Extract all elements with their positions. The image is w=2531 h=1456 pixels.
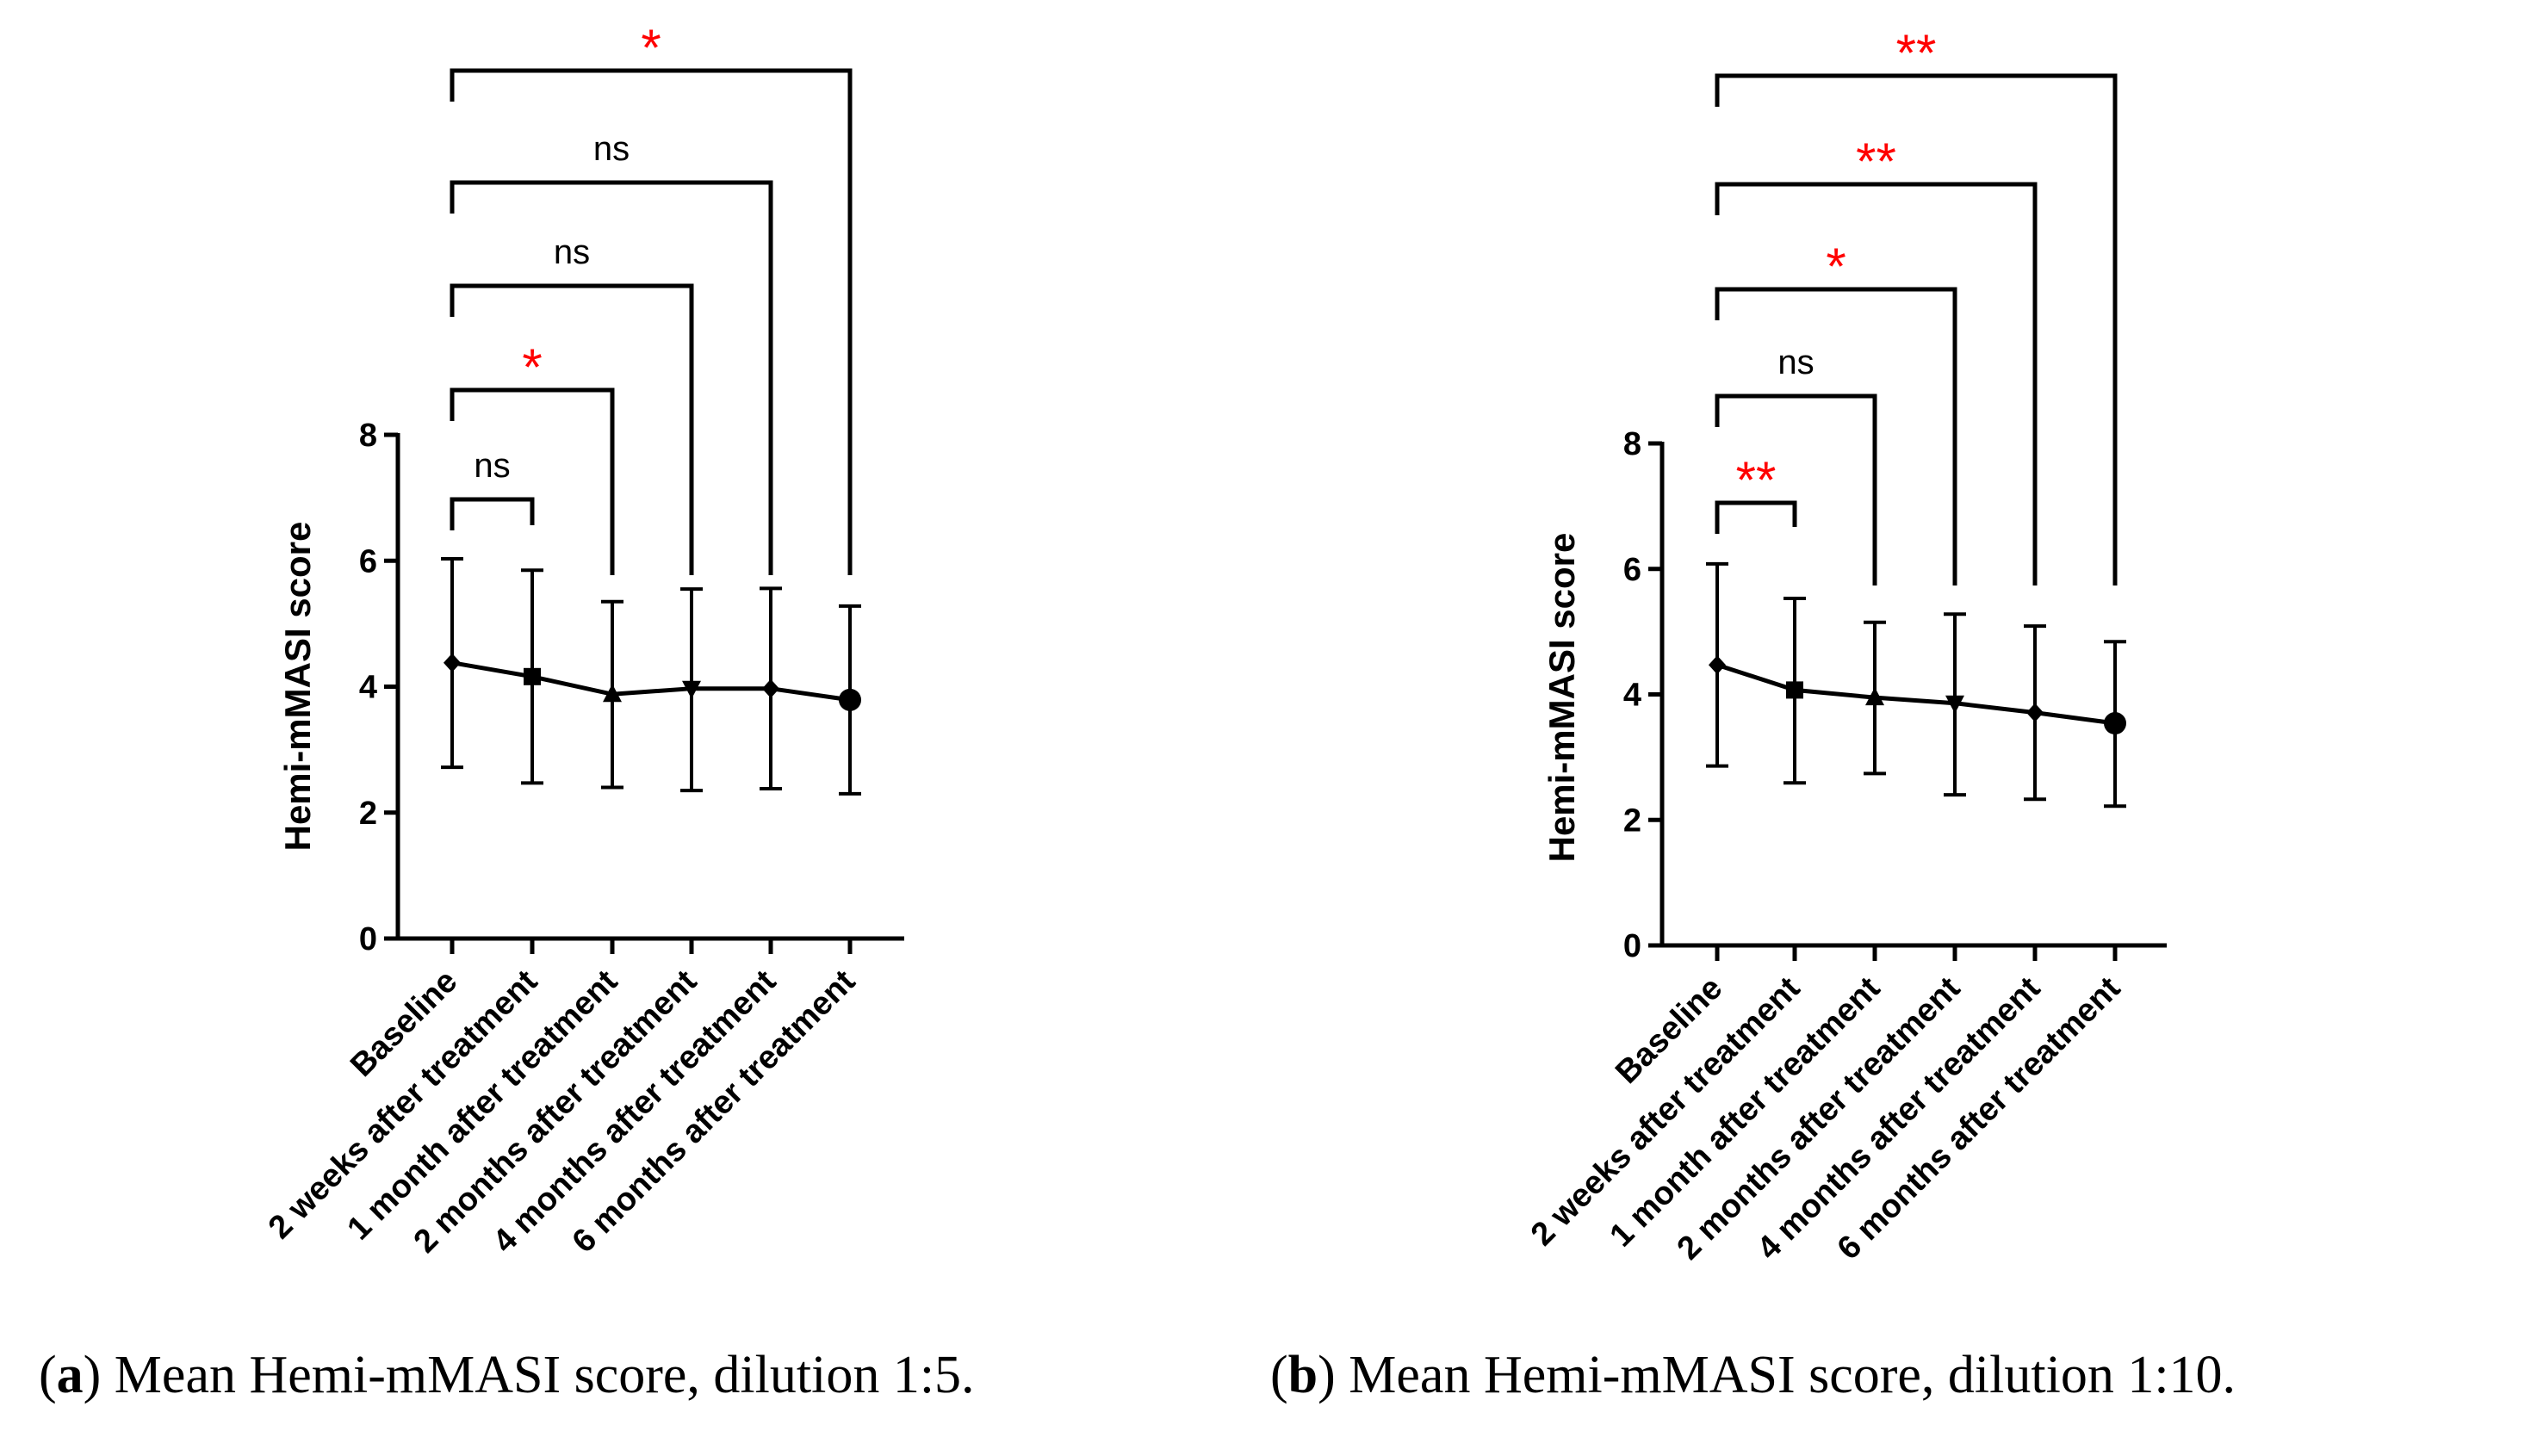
panel-a-comparison-bracket <box>450 497 535 530</box>
panel-b-significance-label: ** <box>1896 24 1937 82</box>
panel-b-comparison-bracket <box>1715 393 1877 585</box>
panel-a-y-axis-title: Hemi-mMASI score <box>277 522 318 852</box>
caption-b-text: ) Mean Hemi-mMASI score, dilution 1:10. <box>1318 1346 2236 1404</box>
panel-b-y-axis-title: Hemi-mMASI score <box>1542 533 1582 863</box>
panel-b-comparison-bracket <box>1715 73 2118 585</box>
panel-a-data-point <box>524 667 541 685</box>
panel-b-y-tick-label: 8 <box>1623 426 1641 462</box>
panel-a-y-tick-label: 4 <box>359 670 377 706</box>
panel-b-y-tick-label: 2 <box>1623 802 1641 839</box>
panel-a-data-point <box>603 684 622 703</box>
caption-a-letter: a <box>56 1346 84 1404</box>
panel-b-comparison-bracket <box>1715 182 2038 585</box>
panel-b-significance-label: ns <box>1777 344 1814 381</box>
caption-b-letter: b <box>1287 1346 1318 1404</box>
panel-b-significance-label: ** <box>1856 133 1896 190</box>
panel-a-data-point <box>839 688 861 711</box>
panel-b-y-tick-label: 4 <box>1623 678 1641 714</box>
panel-b-data-point <box>1865 687 1884 706</box>
panel-a-data-point <box>444 653 461 672</box>
panel-a-comparison-bracket <box>450 68 853 575</box>
panel-b-comparison-bracket <box>1715 500 1797 534</box>
panel-b-y-tick-label: 6 <box>1623 552 1641 588</box>
panel-a-comparison-bracket <box>450 180 773 575</box>
panel-a-significance-label: * <box>522 338 542 396</box>
panel-a-y-tick-label: 6 <box>359 543 377 579</box>
panel-b-significance-label: ** <box>1736 451 1777 509</box>
panel-a-significance-label: ns <box>474 447 510 485</box>
panel-b-y-tick-label: 0 <box>1623 928 1641 964</box>
panel-b-data-point <box>1945 695 1964 714</box>
panel-b-significance-label: * <box>1826 238 1846 295</box>
panel-b-comparison-bracket <box>1715 287 1957 585</box>
panel-a-significance-label: ns <box>554 233 590 271</box>
panel-a-data-point <box>762 678 779 698</box>
panel-b-data-point <box>2026 703 2044 722</box>
panel-b-data-point <box>2104 712 2126 735</box>
caption-a: (a) Mean Hemi-mMASI score, dilution 1:5. <box>39 1346 975 1404</box>
panel-a-comparison-bracket <box>450 283 694 575</box>
panel-b-series-line <box>1716 662 2116 726</box>
panel-a-series-line <box>451 660 851 703</box>
panel-b-data-point <box>1709 655 1726 675</box>
panel-a-data-point <box>682 680 701 699</box>
caption-a-text: ) Mean Hemi-mMASI score, dilution 1:5. <box>83 1346 975 1404</box>
panel-a-y-tick-label: 0 <box>359 921 377 957</box>
panel-a-y-tick-label: 8 <box>359 418 377 454</box>
panel-a-comparison-bracket <box>450 387 615 575</box>
panel-a-significance-label: ns <box>593 130 630 168</box>
caption-b: (b) Mean Hemi-mMASI score, dilution 1:10… <box>1270 1346 2236 1404</box>
panel-a-significance-label: * <box>641 19 661 77</box>
panel-a-y-tick-label: 2 <box>359 796 377 832</box>
panel-b-data-point <box>1786 681 1803 699</box>
